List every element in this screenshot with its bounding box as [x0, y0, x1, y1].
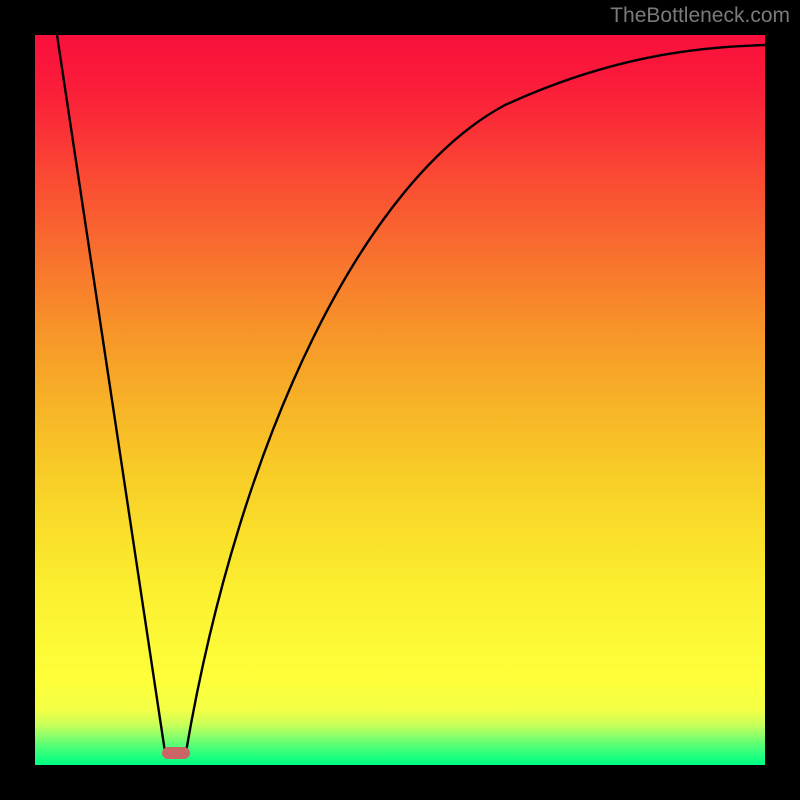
watermark-text: TheBottleneck.com: [610, 4, 790, 28]
curve-minimum-marker: [162, 747, 190, 759]
curve-path: [57, 35, 765, 752]
bottleneck-curve: [35, 35, 765, 765]
plot-area: [35, 35, 765, 765]
